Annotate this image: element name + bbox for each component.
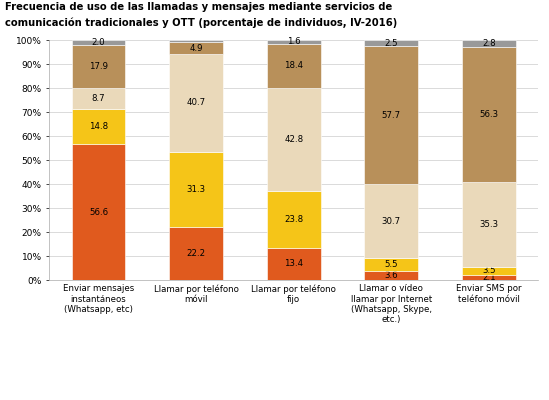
Text: 31.3: 31.3: [187, 185, 206, 194]
Bar: [267, 191, 321, 248]
Text: 56.6: 56.6: [89, 208, 108, 216]
Bar: [365, 46, 418, 184]
Bar: [462, 40, 516, 47]
Text: 2.0: 2.0: [92, 38, 105, 47]
Text: 1.6: 1.6: [287, 38, 300, 46]
Text: 56.3: 56.3: [479, 110, 498, 119]
Text: 3.5: 3.5: [482, 266, 496, 275]
Bar: [365, 258, 418, 271]
Bar: [462, 275, 516, 280]
Bar: [169, 227, 223, 280]
Text: 13.4: 13.4: [284, 260, 303, 268]
Text: 40.7: 40.7: [187, 98, 206, 107]
Text: 17.9: 17.9: [89, 62, 108, 71]
Text: 4.9: 4.9: [189, 44, 203, 52]
Text: 2.1: 2.1: [482, 273, 496, 282]
Text: 18.4: 18.4: [284, 62, 303, 70]
Text: Frecuencia de uso de las llamadas y mensajes mediante servicios de: Frecuencia de uso de las llamadas y mens…: [5, 2, 393, 12]
Text: 3.6: 3.6: [384, 271, 398, 280]
Bar: [169, 40, 223, 42]
Text: 2.5: 2.5: [384, 38, 398, 48]
Text: comunicación tradicionales y OTT (porcentaje de individuos, IV-2016): comunicación tradicionales y OTT (porcen…: [5, 18, 397, 28]
Bar: [169, 54, 223, 152]
Text: 5.5: 5.5: [384, 260, 398, 269]
Bar: [169, 42, 223, 54]
Bar: [462, 266, 516, 275]
Bar: [462, 182, 516, 266]
Bar: [71, 40, 125, 45]
Bar: [267, 40, 321, 44]
Text: 8.7: 8.7: [92, 94, 105, 103]
Bar: [71, 144, 125, 280]
Text: 42.8: 42.8: [284, 135, 303, 144]
Text: 57.7: 57.7: [382, 111, 401, 120]
Bar: [462, 47, 516, 182]
Text: 22.2: 22.2: [187, 249, 206, 258]
Bar: [169, 152, 223, 227]
Text: 35.3: 35.3: [479, 220, 498, 229]
Bar: [71, 88, 125, 109]
Bar: [365, 40, 418, 46]
Text: 14.8: 14.8: [89, 122, 108, 131]
Bar: [365, 271, 418, 280]
Text: 2.8: 2.8: [482, 39, 496, 48]
Bar: [71, 109, 125, 144]
Text: 30.7: 30.7: [382, 217, 401, 226]
Bar: [71, 45, 125, 88]
Bar: [365, 184, 418, 258]
Text: 23.8: 23.8: [284, 215, 303, 224]
Bar: [267, 44, 321, 88]
Bar: [267, 88, 321, 191]
Bar: [267, 248, 321, 280]
